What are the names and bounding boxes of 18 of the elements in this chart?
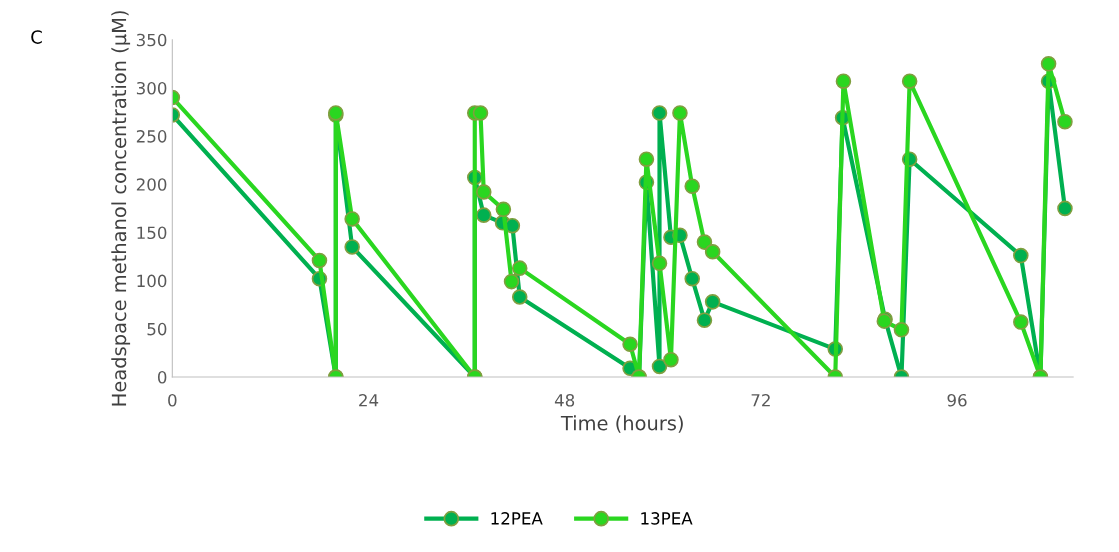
y-tick-label: 200	[136, 178, 167, 191]
legend-label: 12PEA	[491, 512, 543, 525]
y-axis-title: Headspace methanol concentration (μM)	[111, 11, 131, 406]
y-tick-label: 0	[157, 370, 167, 384]
y-tick-label: 250	[136, 130, 167, 143]
text: C	[31, 30, 42, 44]
x-tick-label: 72	[751, 393, 770, 407]
y-tick-label: 300	[136, 81, 167, 95]
x-axis-title: Time (hours)	[560, 415, 683, 433]
x-tick-label: 0	[168, 393, 177, 407]
x-tick-label: 24	[359, 393, 379, 407]
x-tick-label: 96	[947, 393, 967, 407]
y-tick-label: 350	[136, 33, 167, 47]
x-tick-label: 48	[554, 393, 575, 407]
y-tick-label: 50	[147, 322, 167, 336]
y-tick-label: 100	[137, 274, 167, 288]
legend-label: 13PEA	[641, 512, 693, 525]
y-tick-label: 150	[137, 226, 167, 240]
